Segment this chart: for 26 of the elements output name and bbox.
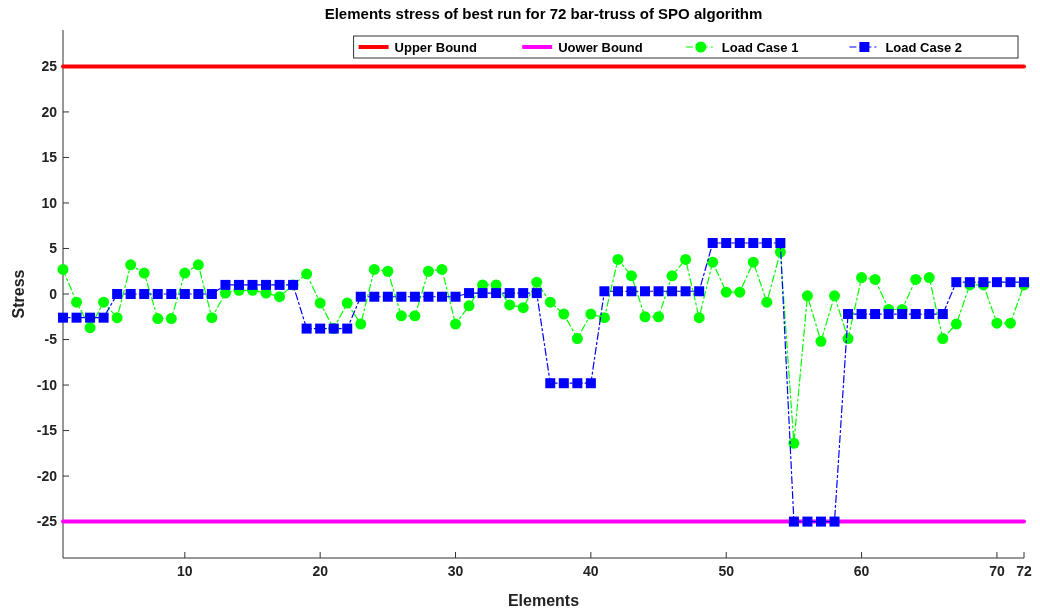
- y-tick-label: -25: [36, 513, 58, 530]
- x-tick-label: 72: [1016, 563, 1032, 579]
- x-tick-label: 30: [447, 563, 464, 579]
- x-tick-label: 20: [312, 563, 329, 579]
- chart-title: Elements stress of best run for 72 bar-truss of SPO algorithm: [324, 5, 763, 22]
- x-tick-label: 10: [177, 563, 193, 579]
- y-tick-label: -5: [44, 331, 58, 348]
- y-tick-label: 20: [41, 103, 58, 120]
- y-tick-label: -15: [36, 422, 58, 439]
- x-tick-label: 70: [989, 563, 1005, 579]
- y-tick-label: 15: [41, 149, 58, 166]
- legend-label: Uower Bound: [558, 39, 643, 55]
- y-tick-label: 0: [49, 285, 58, 302]
- legend-label: Upper Bound: [394, 39, 477, 55]
- x-tick-label: 40: [583, 563, 599, 579]
- y-axis-title: Stress: [10, 269, 27, 319]
- legend-label: Load Case 1: [721, 39, 799, 55]
- y-tick-label: -10: [36, 376, 58, 393]
- y-tick-label: -20: [36, 467, 58, 484]
- y-tick-label: 25: [41, 58, 58, 75]
- legend-label: Load Case 2: [885, 39, 962, 55]
- y-tick-label: 10: [41, 194, 58, 211]
- x-tick-label: 60: [853, 563, 870, 579]
- x-axis-title: Elements: [507, 592, 580, 609]
- y-tick-label: 5: [49, 240, 58, 257]
- x-tick-label: 50: [718, 563, 735, 579]
